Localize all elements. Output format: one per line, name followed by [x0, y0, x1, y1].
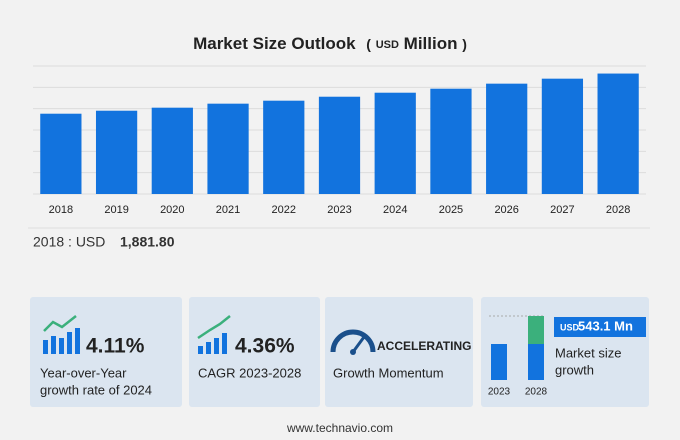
- title-paren: ): [462, 36, 467, 52]
- bar: [95, 110, 138, 194]
- bar: [40, 113, 82, 194]
- card: [189, 297, 320, 407]
- title-unit: Million: [404, 34, 458, 53]
- x-tick-label: 2027: [550, 204, 574, 216]
- footer: www.technavio.com: [286, 421, 393, 435]
- card-value: 4.36%: [235, 335, 295, 358]
- x-tick-label: 2024: [383, 204, 407, 216]
- x-tick-label: 2022: [272, 204, 296, 216]
- bar: [430, 88, 472, 194]
- bar: [207, 103, 249, 194]
- chart-title: Market Size Outlook ( USD Million ): [193, 34, 467, 53]
- summary-label: 2018 : USD: [33, 234, 105, 250]
- bar: [151, 107, 193, 194]
- title-currency: USD: [376, 39, 399, 51]
- card-caption: CAGR 2023-2028: [198, 365, 301, 380]
- bar: [541, 78, 584, 194]
- card: [325, 297, 473, 407]
- card-value: ACCELERATING: [377, 339, 471, 353]
- card-caption: Growth Momentum: [333, 365, 444, 380]
- plot: 2018 2019 2020 2021 2022 2023 2024 2025 2026 2027…: [33, 65, 646, 216]
- x-tick-label: 2028: [606, 204, 630, 216]
- bar: [374, 92, 416, 194]
- x-tick-label: 2026: [494, 204, 518, 216]
- x-tick-label: 2019: [104, 204, 128, 216]
- card-caption: growth: [555, 362, 594, 377]
- x-tick-label: 2025: [439, 204, 463, 216]
- x-tick-label: 2018: [49, 204, 73, 216]
- mini-bar-growth: [528, 316, 544, 344]
- x-tick-label: 2020: [160, 204, 184, 216]
- mini-year: 2023: [488, 387, 511, 398]
- card-caption: growth rate of 2024: [40, 382, 152, 397]
- bar: [318, 96, 361, 194]
- mini-bar: [528, 344, 544, 380]
- card: [30, 297, 182, 407]
- cagr-icon: [197, 315, 231, 354]
- card-caption: Year-over-Year: [40, 365, 127, 380]
- card-caption: Market size: [555, 345, 621, 360]
- card-value: 4.11%: [86, 335, 145, 358]
- card-value: 543.1 Mn: [578, 318, 633, 333]
- growth-icon: [43, 315, 80, 354]
- mini-bar: [491, 344, 507, 380]
- growth-badge: [554, 317, 646, 337]
- mini-year: 2028: [525, 387, 548, 398]
- bar: [263, 100, 305, 194]
- x-tick-label: 2021: [216, 204, 240, 216]
- bar: [486, 83, 528, 194]
- summary-value: 1,881.80: [120, 234, 175, 250]
- gauge-icon: [330, 329, 376, 355]
- bar: [597, 73, 639, 194]
- title-paren: (: [366, 36, 371, 52]
- x-tick-label: 2023: [327, 204, 351, 216]
- badge-currency: USD: [560, 322, 580, 332]
- title-text: Market Size Outlook: [193, 34, 356, 53]
